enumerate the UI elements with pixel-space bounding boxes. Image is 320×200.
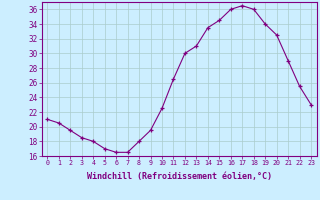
X-axis label: Windchill (Refroidissement éolien,°C): Windchill (Refroidissement éolien,°C) [87, 172, 272, 181]
